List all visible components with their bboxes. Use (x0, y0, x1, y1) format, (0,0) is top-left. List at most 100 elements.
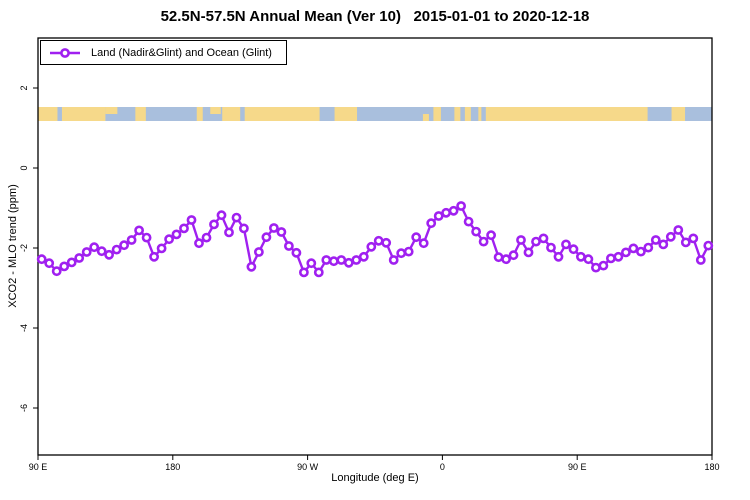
data-point (246, 261, 257, 272)
data-point (680, 237, 691, 248)
data-point (96, 246, 107, 257)
data-point (216, 210, 227, 221)
data-point (606, 253, 616, 264)
data-point (89, 242, 100, 253)
data-point (261, 232, 272, 243)
data-point (306, 258, 317, 269)
y-tick-label: -2 (19, 244, 29, 252)
y-tick-label: 2 (19, 85, 29, 90)
data-point (426, 218, 437, 229)
data-point (621, 247, 631, 258)
data-point (381, 237, 392, 248)
data-point (613, 251, 624, 262)
data-point (583, 254, 594, 265)
data-point (591, 262, 601, 273)
data-point (81, 247, 92, 257)
map-band-land (671, 107, 686, 121)
data-point (59, 261, 70, 272)
data-point (628, 243, 639, 254)
data-point (343, 257, 354, 268)
data-point (238, 223, 249, 234)
data-point (366, 241, 377, 252)
x-tick-label: 0 (440, 462, 445, 472)
data-point (695, 255, 706, 265)
y-tick-label: 0 (19, 165, 29, 170)
data-point (36, 254, 47, 265)
data-point (156, 243, 167, 254)
map-band-ocean-speck (460, 107, 465, 121)
map-band-land (222, 107, 320, 121)
data-point (456, 201, 466, 211)
data-point (298, 267, 309, 278)
data-point (598, 260, 609, 271)
data-point (650, 235, 661, 245)
data-point (51, 266, 62, 277)
data-point (66, 257, 77, 268)
map-band-land (334, 107, 358, 121)
data-point (328, 256, 339, 267)
data-point (433, 211, 444, 221)
data-point (276, 227, 287, 237)
map-band-land (135, 107, 146, 121)
data-point (104, 249, 114, 260)
data-point (523, 247, 534, 258)
data-point (478, 236, 489, 247)
data-point (531, 236, 541, 247)
data-point (418, 238, 429, 249)
data-point (493, 252, 504, 263)
y-axis-label: XCO2 - MLO trend (ppm) (7, 184, 19, 308)
legend-sample-marker (60, 47, 70, 58)
data-point (358, 251, 369, 262)
map-band-land-half (105, 107, 118, 114)
legend-line-marker-icon (50, 47, 80, 58)
data-point (403, 246, 414, 257)
data-point (141, 232, 152, 243)
data-point (283, 241, 294, 251)
map-band-ocean-speck (470, 107, 479, 121)
legend-label: Land (Nadir&Glint) and Ocean (Glint) (91, 46, 272, 59)
x-tick-label: 180 (704, 462, 719, 472)
map-band-land (454, 107, 648, 121)
data-point (665, 231, 676, 242)
data-point (373, 235, 384, 246)
x-tick-label: 90 W (297, 462, 319, 472)
data-point (538, 233, 549, 244)
data-point (179, 223, 189, 234)
data-point (74, 253, 85, 263)
data-point (688, 233, 699, 244)
y-tick-label: -6 (19, 404, 29, 412)
data-point (546, 242, 556, 253)
data-point (321, 255, 332, 265)
map-band-ocean-speck (240, 107, 245, 121)
data-point (516, 235, 526, 245)
data-point (126, 235, 137, 245)
data-point (508, 250, 519, 261)
x-tick-label: 180 (165, 462, 180, 472)
data-point (44, 258, 55, 269)
data-point (111, 244, 122, 255)
data-point (448, 205, 459, 216)
data-point (388, 255, 399, 265)
data-point (561, 239, 571, 250)
map-band-land-half (422, 114, 429, 121)
data-point (568, 244, 579, 255)
map-band-ocean-speck (481, 107, 486, 121)
data-point (463, 216, 474, 227)
data-point (673, 225, 684, 235)
data-point (396, 248, 407, 259)
data-point (636, 246, 646, 257)
data-point (501, 254, 511, 265)
data-point (643, 242, 654, 253)
data-point (209, 219, 219, 230)
data-point (441, 207, 451, 218)
x-tick-label: 90 E (29, 462, 48, 472)
data-point (119, 240, 129, 251)
data-point (149, 251, 159, 262)
data-point (171, 229, 182, 240)
map-band-land (433, 107, 441, 121)
data-point (224, 227, 234, 238)
data-point (576, 251, 586, 262)
x-tick-label: 90 E (568, 462, 587, 472)
map-band-land (38, 107, 106, 121)
